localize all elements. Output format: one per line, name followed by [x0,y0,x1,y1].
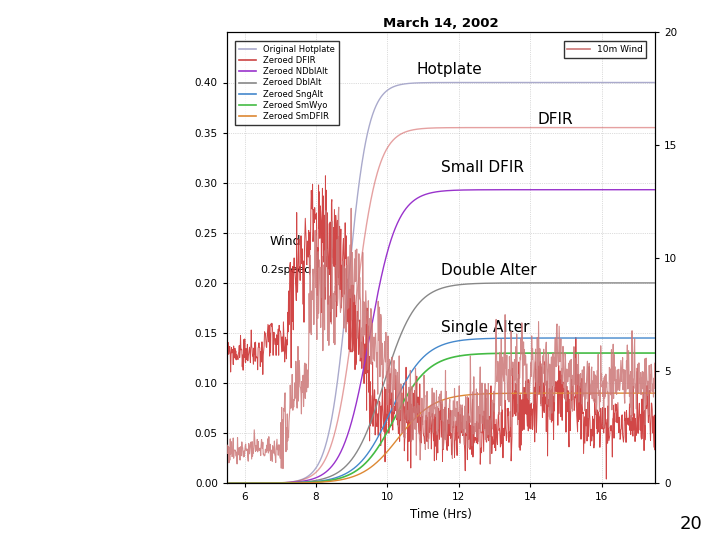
Legend: 10m Wind: 10m Wind [564,42,647,58]
Text: 20: 20 [680,515,703,533]
Text: Small DFIR: Small DFIR [441,160,524,174]
Text: Wind: Wind [270,235,302,248]
X-axis label: Time (Hrs): Time (Hrs) [410,508,472,521]
Title: March 14, 2002: March 14, 2002 [383,17,499,30]
Text: Documented
snow under-
catch
behavior of
various
shields and
gauges: Documented snow under- catch behavior of… [39,186,166,333]
Text: DFIR: DFIR [537,112,573,126]
Text: Hotplate: Hotplate [416,63,482,77]
Text: Single Alter: Single Alter [441,320,529,335]
Text: Double Alter: Double Alter [441,263,536,278]
Text: 0.2speed: 0.2speed [260,265,311,275]
